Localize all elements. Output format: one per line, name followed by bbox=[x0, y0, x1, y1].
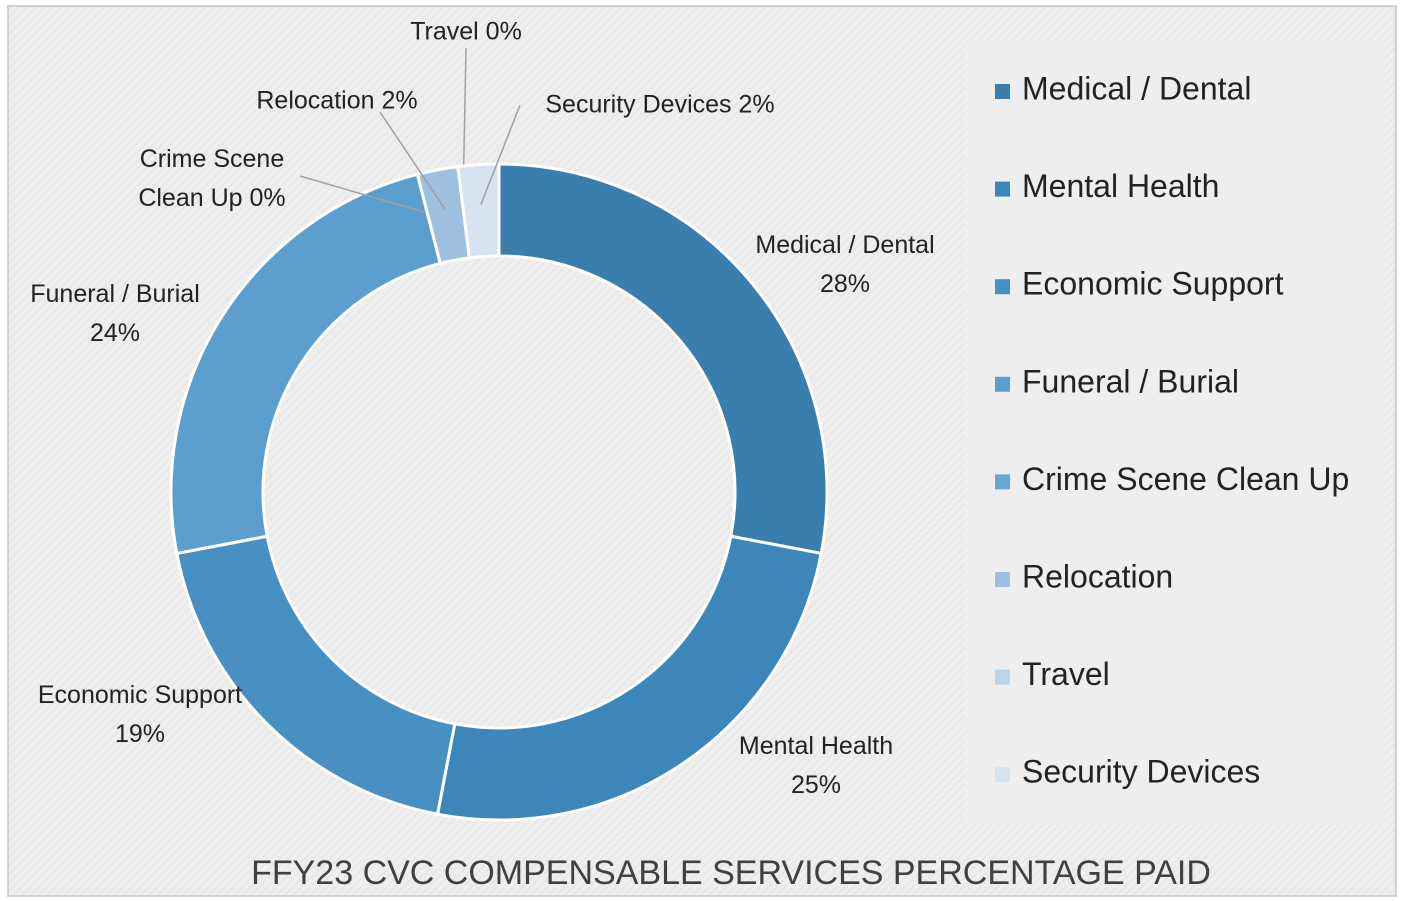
donut-slice bbox=[456, 162, 501, 260]
legend-swatch bbox=[995, 181, 1010, 197]
legend-background bbox=[965, 40, 1385, 825]
legend-swatch bbox=[995, 376, 1010, 392]
legend-label: Medical / Dental bbox=[1022, 70, 1251, 106]
leader-line bbox=[379, 111, 446, 210]
legend-label: Mental Health bbox=[1022, 168, 1219, 204]
legend-label: Travel bbox=[1022, 656, 1110, 692]
data-label: Relocation 2% bbox=[187, 82, 487, 121]
label-value: 24% bbox=[89, 319, 141, 347]
label-category: Economic Support bbox=[37, 681, 243, 709]
legend-swatch bbox=[995, 572, 1010, 587]
label-category: Funeral / Burial bbox=[30, 280, 200, 308]
label-value: 0% bbox=[249, 184, 286, 212]
leader-line bbox=[480, 104, 521, 205]
legend-swatch bbox=[995, 84, 1010, 99]
donut-slice bbox=[169, 172, 443, 556]
label-category: Medical / Dental bbox=[755, 231, 935, 259]
label-value: 0% bbox=[485, 17, 522, 46]
legend-label: Economic Support bbox=[1022, 266, 1284, 302]
data-label: Crime Scene Clean Up 0% bbox=[125, 140, 300, 218]
legend-swatch bbox=[995, 767, 1010, 783]
label-category: Security Devices bbox=[545, 90, 732, 119]
legend-label: Relocation bbox=[1022, 558, 1173, 594]
label-value: 19% bbox=[114, 720, 166, 748]
data-label: Security Devices 2% bbox=[510, 86, 810, 125]
leader-line bbox=[299, 175, 428, 214]
data-label: Mental Health 25% bbox=[666, 727, 966, 805]
chart-title: FFY23 CVC COMPENSABLE SERVICES PERCENTAG… bbox=[251, 854, 1211, 892]
label-category: Travel bbox=[410, 17, 479, 46]
legend-label: Crime Scene Clean Up bbox=[1022, 461, 1349, 497]
label-value: 28% bbox=[819, 270, 871, 298]
legend-swatch bbox=[995, 669, 1010, 685]
data-label: Funeral / Burial 24% bbox=[0, 275, 265, 353]
label-category: Relocation bbox=[256, 86, 375, 115]
legend-label: Security Devices bbox=[1022, 754, 1260, 790]
label-value: 25% bbox=[790, 771, 842, 799]
donut-slice bbox=[497, 162, 829, 556]
legend-label: Funeral / Burial bbox=[1022, 363, 1239, 399]
label-category: Crime Scene Clean Up bbox=[138, 145, 285, 212]
legend-swatch bbox=[995, 279, 1010, 295]
data-label: Economic Support 19% bbox=[0, 676, 290, 754]
label-value: 2% bbox=[738, 90, 775, 119]
label-value: 2% bbox=[381, 86, 418, 115]
legend-swatch bbox=[995, 474, 1010, 490]
data-label: Travel 0% bbox=[316, 13, 616, 52]
label-category: Mental Health bbox=[738, 732, 894, 760]
donut-slice bbox=[435, 534, 823, 822]
data-label: Medical / Dental 28% bbox=[695, 226, 995, 304]
